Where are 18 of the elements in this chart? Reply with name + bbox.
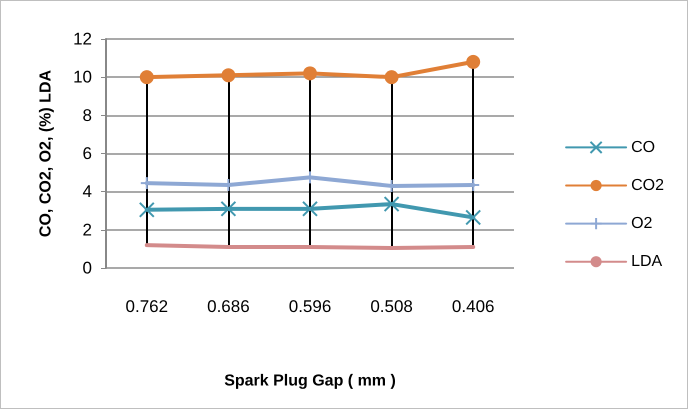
y-tick-label: 4 [82, 182, 92, 202]
x-tick-label: 0.508 [370, 297, 413, 316]
y-tick-label: 0 [82, 258, 92, 278]
y-tick-label: 2 [82, 220, 92, 240]
legend-label: LDA [631, 253, 663, 270]
y-axis-title: CO, CO2, O2, (%) LDA [38, 69, 54, 238]
x-axis-title: Spark Plug Gap ( mm ) [224, 372, 396, 390]
x-tick-label: 0.686 [207, 297, 250, 316]
legend-label: CO [631, 138, 656, 156]
x-tick-label: 0.406 [452, 297, 494, 316]
legend-label: O2 [631, 215, 653, 232]
y-tick-label: 12 [73, 30, 92, 48]
y-tick-label: 8 [82, 106, 92, 125]
x-tick-label: 0.596 [288, 297, 332, 316]
legend-label: CO2 [631, 177, 664, 194]
y-tick-label: 6 [82, 144, 92, 163]
y-tick-label: 10 [73, 68, 92, 87]
x-tick-label: 0.762 [126, 297, 168, 316]
